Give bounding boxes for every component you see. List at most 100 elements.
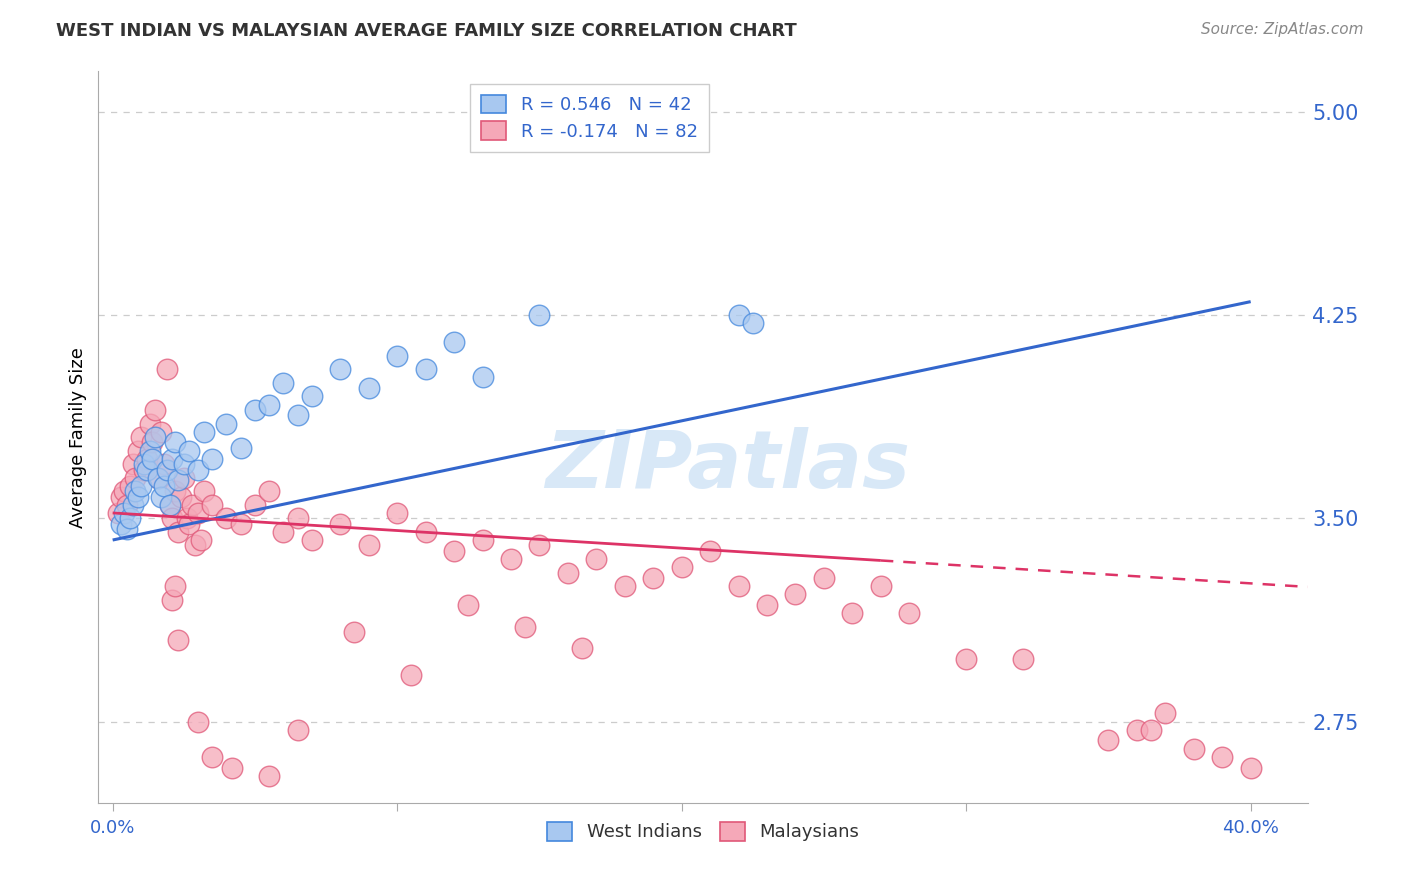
Point [215,417,238,431]
Point [1140,723,1163,737]
Point [112,506,135,520]
Point [146,471,169,485]
Point [143,403,166,417]
Point [153,479,176,493]
Point [187,714,209,729]
Point [184,538,207,552]
Point [138,443,160,458]
Point [273,524,295,539]
Point [135,451,157,466]
Point [187,462,209,476]
Point [471,370,494,384]
Point [170,490,193,504]
Point [287,723,309,737]
Point [127,443,149,458]
Point [329,362,352,376]
Point [165,579,187,593]
Point [785,587,807,601]
Y-axis label: Average Family Size: Average Family Size [69,347,87,527]
Point [613,579,636,593]
Point [173,471,195,485]
Point [1211,749,1233,764]
Point [115,498,138,512]
Point [529,308,551,322]
Point [159,498,181,512]
Point [124,484,146,499]
Point [173,457,195,471]
Point [229,441,252,455]
Point [329,516,352,531]
Point [471,533,494,547]
Point [1182,741,1205,756]
Point [112,484,135,499]
Point [179,443,201,458]
Point [243,403,266,417]
Point [121,457,143,471]
Point [756,598,779,612]
Point [287,409,309,423]
Point [357,538,380,552]
Point [141,451,163,466]
Point [301,389,323,403]
Point [167,474,190,488]
Point [127,490,149,504]
Point [1154,706,1177,721]
Point [121,498,143,512]
Point [343,625,366,640]
Point [385,349,408,363]
Point [124,471,146,485]
Point [571,641,593,656]
Point [671,560,693,574]
Point [141,435,163,450]
Text: 40.0%: 40.0% [1222,819,1279,837]
Legend: West Indians, Malaysians: West Indians, Malaysians [540,814,866,848]
Point [187,506,209,520]
Point [557,566,579,580]
Point [110,490,132,504]
Point [129,430,152,444]
Point [138,417,160,431]
Point [529,538,551,552]
Point [118,511,141,525]
Point [1012,652,1035,666]
Point [287,511,309,525]
Point [115,522,138,536]
Point [443,544,465,558]
Point [132,462,155,476]
Point [110,516,132,531]
Point [176,511,198,525]
Point [385,506,408,520]
Point [813,571,835,585]
Point [357,381,380,395]
Point [193,425,215,439]
Point [727,579,749,593]
Point [162,592,184,607]
Point [165,484,187,499]
Point [1126,723,1149,737]
Point [215,511,238,525]
Point [499,552,522,566]
Point [1097,733,1119,747]
Point [146,471,169,485]
Point [243,498,266,512]
Point [727,308,749,322]
Text: ZIPatlas: ZIPatlas [544,427,910,506]
Point [150,425,173,439]
Point [643,571,665,585]
Point [273,376,295,390]
Point [156,362,179,376]
Text: WEST INDIAN VS MALAYSIAN AVERAGE FAMILY SIZE CORRELATION CHART: WEST INDIAN VS MALAYSIAN AVERAGE FAMILY … [56,22,797,40]
Point [162,451,184,466]
Point [741,316,763,330]
Point [229,516,252,531]
Point [201,749,224,764]
Point [415,524,437,539]
Point [150,490,173,504]
Point [143,430,166,444]
Point [221,761,243,775]
Point [869,579,891,593]
Point [585,552,607,566]
Point [156,462,179,476]
Point [515,620,537,634]
Point [443,335,465,350]
